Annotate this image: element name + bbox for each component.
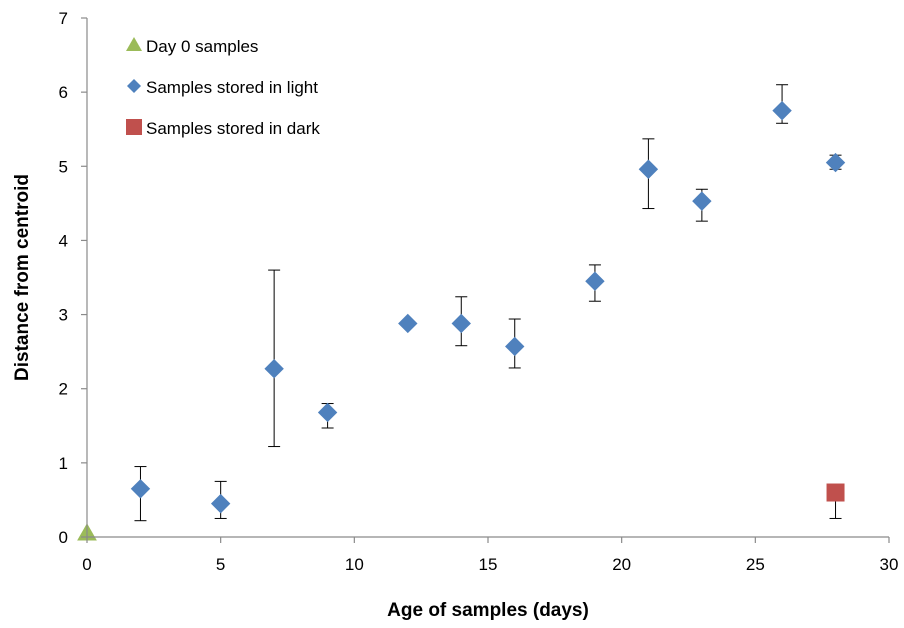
legend-item: Samples stored in dark (126, 119, 320, 138)
y-tick-label: 3 (59, 306, 68, 325)
x-tick-label: 15 (479, 555, 498, 574)
data-point-samples-stored-in-light (317, 402, 338, 423)
data-point-samples-stored-in-light (505, 336, 525, 357)
x-tick-label: 5 (216, 555, 225, 574)
legend-label: Samples stored in light (146, 78, 318, 97)
data-point-samples-stored-in-light (825, 152, 846, 173)
x-axis-title: Age of samples (days) (387, 600, 589, 621)
x-tick-label: 20 (612, 555, 631, 574)
x-tick-label: 25 (746, 555, 765, 574)
y-tick-label: 2 (59, 380, 68, 399)
legend-item: Day 0 samples (126, 37, 258, 56)
data-point-samples-stored-in-dark (826, 483, 845, 502)
legend-marker (126, 119, 142, 135)
legend-item: Samples stored in light (127, 78, 318, 97)
y-tick-label: 7 (59, 9, 68, 28)
data-point-samples-stored-in-light (264, 358, 284, 379)
legend-label: Samples stored in dark (146, 119, 320, 138)
data-point-samples-stored-in-light (398, 313, 418, 334)
legend-label: Day 0 samples (146, 37, 258, 56)
x-tick-label: 30 (880, 555, 899, 574)
legend: Day 0 samples Samples stored in light Samp… (126, 37, 320, 138)
data-point-samples-stored-in-light (451, 313, 471, 334)
y-tick-label: 1 (59, 454, 68, 473)
data-point-samples-stored-in-light (638, 159, 659, 179)
data-point-samples-stored-in-light (210, 493, 231, 514)
x-axis-ticks: 0 5 10 15 20 25 30 (82, 537, 898, 574)
x-tick-label: 0 (82, 555, 91, 574)
y-tick-label: 0 (59, 528, 68, 547)
legend-marker (127, 79, 141, 93)
data-point-samples-stored-in-light (692, 191, 712, 211)
data-point-samples-stored-in-light (130, 479, 151, 499)
error-bar (268, 269, 281, 448)
y-tick-label: 5 (59, 157, 68, 176)
legend-marker (126, 37, 142, 51)
data-point-samples-stored-in-light (585, 271, 605, 291)
data-point-samples-stored-in-light (772, 100, 792, 121)
y-tick-label: 4 (59, 231, 68, 250)
errorbar-layer (134, 84, 842, 522)
y-tick-label: 6 (59, 83, 68, 102)
y-axis-title: Distance from centroid (12, 174, 33, 381)
y-axis-ticks: 0 1 2 3 4 5 6 7 (59, 9, 87, 547)
axes-layer: 0 5 10 15 20 25 30 0 1 2 3 4 5 6 7 (59, 9, 899, 574)
marker-layer (77, 100, 846, 541)
x-tick-label: 10 (345, 555, 364, 574)
